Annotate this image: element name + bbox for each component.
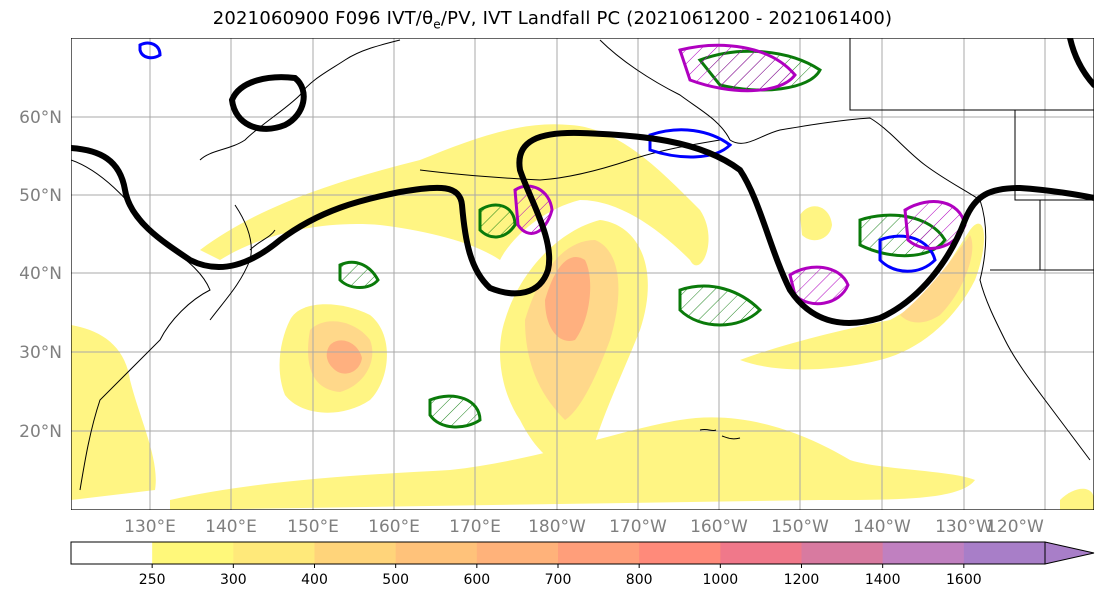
colorbar-swatch [963, 542, 1046, 564]
colorbar-swatch [233, 542, 315, 564]
pv-contour-west [138, 41, 162, 60]
graticule [71, 38, 1094, 510]
colorbar-swatch [639, 542, 721, 564]
lon-label-170e: 170°E [449, 517, 501, 537]
colorbar-tick-label: 250 [139, 572, 166, 588]
lat-label-30n: 30°N [19, 343, 62, 363]
na-west-coast [979, 199, 1091, 461]
colorbar-tick-label: 300 [220, 572, 247, 588]
jet-cutoff-low [228, 74, 307, 132]
colorbar-swatch [558, 542, 640, 564]
colorbar-ticks: 250 300 400 500 600 700 800 1000 1200 1400 1600 [139, 564, 982, 588]
colorbar-tick-label: 400 [301, 572, 328, 588]
landfall-pc-east [788, 265, 850, 306]
colorbar-swatch [476, 542, 559, 564]
pv-contour-north [648, 128, 733, 159]
colorbar-tick-label: 1400 [865, 572, 901, 588]
theta-e-contour-central [338, 260, 380, 289]
colorbar-swatch [314, 542, 397, 564]
lat-label-60n: 60°N [19, 108, 62, 128]
colorbar-swatch [720, 542, 802, 564]
alaska-coast [599, 39, 981, 201]
jet-northeast [1067, 38, 1094, 88]
jet-main [71, 129, 1094, 326]
lon-label-140e: 140°E [205, 517, 257, 537]
theta-e-contour-dateline [478, 203, 517, 239]
colorbar-tick-label: 700 [545, 572, 572, 588]
coastlines [71, 38, 1094, 491]
ivt-shading [71, 124, 1094, 510]
colorbar-swatches [71, 542, 1046, 564]
lon-label-120w: 120°W [986, 517, 1044, 537]
ivt-300-east-pacific-ar [900, 235, 973, 323]
colorbar-tick-label: 1600 [946, 572, 982, 588]
colorbar-tick-label: 1200 [784, 572, 820, 588]
ivt-250-southern-band [170, 417, 975, 510]
colorbar-tick-label: 800 [626, 572, 653, 588]
colorbar-tick-label: 1000 [703, 572, 739, 588]
hawaii [699, 428, 741, 440]
theta-e-contour-east [678, 284, 763, 327]
colorbar: 250 300 400 500 600 700 800 1000 1200 1400 1600 [70, 541, 1095, 588]
colorbar-swatch [395, 542, 478, 564]
ivt-250-east-pacific-ar [740, 223, 985, 370]
lon-label-130w: 130°W [935, 517, 993, 537]
lon-label-150e: 150°E [287, 517, 339, 537]
jet-contours [71, 38, 1094, 326]
lon-label-130e: 130°E [124, 517, 176, 537]
lat-label-50n: 50°N [19, 186, 62, 206]
lon-label-180w: 180°W [528, 517, 586, 537]
theta-e-contour-south [428, 394, 482, 429]
ivt-500-dateline-core [545, 256, 591, 341]
map-area [71, 38, 1094, 510]
colorbar-swatch [801, 542, 884, 564]
colorbar-tick-label: 500 [382, 572, 409, 588]
lon-label-150w: 150°W [771, 517, 829, 537]
lon-label-170w: 170°W [609, 517, 667, 537]
map-title: 2021060900 F096 IVT/θe/PV, IVT Landfall … [212, 8, 893, 32]
pv-contour-east [878, 234, 937, 273]
ivt-250-southeast-corner [1060, 488, 1094, 510]
lat-label-40n: 40°N [19, 264, 62, 284]
kamchatka-coast [199, 39, 401, 161]
longitude-labels: 130°E 140°E 150°E 160°E 170°E 180°W 170°… [124, 517, 1044, 537]
ivt-400-central-core [326, 340, 362, 374]
canada-borders [849, 38, 1094, 271]
ivt-250-gulf-blob [800, 206, 832, 241]
colorbar-swatch [882, 542, 965, 564]
colorbar-extend-arrow [1044, 541, 1095, 565]
lon-label-160w: 160°W [690, 517, 748, 537]
latitude-labels: 60°N 50°N 40°N 30°N 20°N [19, 108, 62, 442]
lat-label-20n: 20°N [19, 422, 62, 442]
pv-contours [138, 41, 937, 273]
ivt-250-west-pacific [71, 325, 156, 500]
colorbar-tick-label: 600 [463, 572, 490, 588]
colorbar-swatch [152, 542, 234, 564]
aleutians [419, 139, 721, 181]
landfall-pc-alaska [678, 43, 797, 93]
lon-label-140w: 140°W [853, 517, 911, 537]
lon-label-160e: 160°E [368, 517, 420, 537]
colorbar-swatch [71, 542, 153, 564]
